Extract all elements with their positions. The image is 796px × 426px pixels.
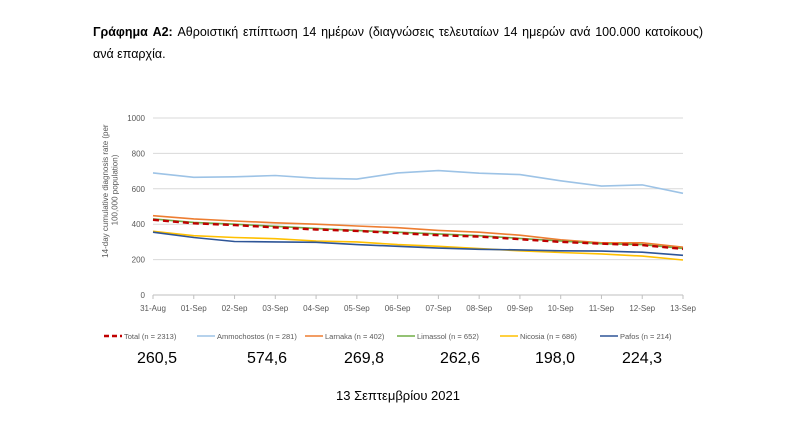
- rate-values-row: 260,5 574,6 269,8 262,6 198,0 224,3: [0, 350, 796, 374]
- x-tick-label: 05-Sep: [344, 304, 370, 313]
- y-axis-ticks: 0 200 400 600 800 1000: [127, 114, 145, 300]
- series-line-ammochostos: [152, 169, 684, 195]
- chart-legend: Total (n = 2313) Ammochostos (n = 281) Lar…: [104, 332, 672, 341]
- legend-label-total: Total (n = 2313): [124, 332, 177, 341]
- report-date: 13 Σεπτεμβρίου 2021: [336, 388, 460, 403]
- figure-caption: Γράφημα A2: Αθροιστική επίπτωση 14 ημέρω…: [93, 21, 703, 65]
- figure-caption-text: Αθροιστική επίπτωση 14 ημέρων (διαγνώσει…: [93, 25, 703, 61]
- y-axis-label-line-1: 14-day cumulative diagnosis rate (per: [101, 124, 110, 258]
- x-tick-label: 13-Sep: [670, 304, 696, 313]
- x-tick-label: 04-Sep: [303, 304, 329, 313]
- chart-series: [152, 169, 684, 261]
- x-tick-label: 10-Sep: [548, 304, 574, 313]
- rate-limassol: 262,6: [440, 350, 481, 367]
- x-tick-label: 01-Sep: [181, 304, 207, 313]
- rate-pafos: 224,3: [622, 350, 663, 367]
- chart-gridlines: [153, 117, 683, 296]
- series-line-nicosia: [152, 230, 684, 261]
- line-chart: 0 200 400 600 800 1000 31-Aug 01-Sep 02-Sep 03-S…: [101, 114, 696, 341]
- x-tick-label: 02-Sep: [222, 304, 248, 313]
- x-tick-label: 07-Sep: [425, 304, 451, 313]
- series-line-total: [152, 218, 684, 251]
- rate-larnaka: 269,8: [344, 350, 385, 367]
- y-tick-label: 600: [132, 185, 146, 194]
- x-tick-label: 08-Sep: [466, 304, 492, 313]
- rate-total: 260,5: [137, 350, 178, 367]
- x-tick-label: 06-Sep: [385, 304, 411, 313]
- x-tick-label: 12-Sep: [629, 304, 655, 313]
- legend-label-larnaka: Larnaka (n = 402): [325, 332, 385, 341]
- x-tick-label: 11-Sep: [589, 304, 615, 313]
- legend-label-limassol: Limassol (n = 652): [417, 332, 479, 341]
- y-axis-label-line-2: 100,000 population): [111, 154, 120, 225]
- y-tick-label: 0: [141, 291, 146, 300]
- x-tick-label: 03-Sep: [262, 304, 288, 313]
- y-axis-label: 14-day cumulative diagnosis rate (per 10…: [101, 122, 120, 258]
- rate-ammochostos: 574,6: [247, 350, 288, 367]
- x-axis-ticks: 31-Aug 01-Sep 02-Sep 03-Sep 04-Sep 05-Sep 06-S…: [140, 295, 696, 313]
- y-tick-label: 200: [132, 256, 146, 265]
- x-tick-label: 31-Aug: [140, 304, 166, 313]
- series-line-pafos: [152, 231, 684, 257]
- rate-nicosia: 198,0: [535, 350, 576, 367]
- legend-label-nicosia: Nicosia (n = 686): [520, 332, 577, 341]
- figure-label: Γράφημα A2:: [93, 25, 173, 39]
- y-tick-label: 400: [132, 220, 146, 229]
- y-tick-label: 1000: [127, 114, 145, 123]
- legend-label-pafos: Pafos (n = 214): [620, 332, 672, 341]
- legend-label-ammochostos: Ammochostos (n = 281): [217, 332, 297, 341]
- x-tick-label: 09-Sep: [507, 304, 533, 313]
- series-line-larnaka: [152, 214, 684, 248]
- y-tick-label: 800: [132, 149, 146, 158]
